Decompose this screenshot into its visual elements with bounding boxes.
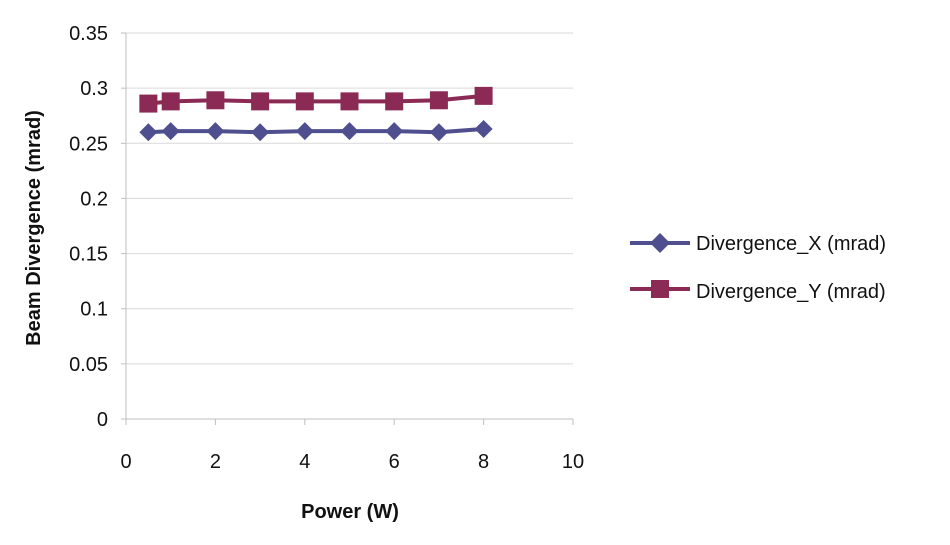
data-point-diamond	[429, 123, 448, 142]
y-tick-label: 0.1	[80, 299, 108, 321]
x-tick-label: 0	[120, 451, 131, 473]
data-point-square	[206, 91, 225, 110]
data-point-diamond	[206, 122, 225, 141]
y-axis-title: Beam Divergence (mrad)	[23, 110, 45, 346]
series-divergence-x	[139, 119, 493, 142]
y-tick-labels: 0 0.05 0.1 0.15 0.2 0.25 0.3 0.35	[69, 23, 108, 431]
legend-marker-square	[651, 280, 669, 298]
axes	[121, 32, 574, 425]
legend-label-divergence-y: Divergence_Y (mrad)	[696, 281, 886, 303]
data-point-square	[429, 91, 448, 110]
y-tick-label: 0.05	[69, 354, 108, 376]
data-point-diamond	[161, 122, 180, 141]
y-tick-label: 0.3	[80, 78, 108, 100]
x-tick-label: 6	[389, 451, 400, 473]
gridlines	[126, 32, 573, 365]
y-tick-label: 0.25	[69, 133, 108, 155]
y-tick-label: 0.35	[69, 23, 108, 45]
data-point-square	[139, 94, 158, 113]
data-point-square	[340, 92, 359, 111]
legend-marker-diamond	[650, 233, 670, 253]
data-point-diamond	[295, 122, 314, 141]
series-divergence-y	[139, 86, 493, 113]
y-tick-label: 0.15	[69, 244, 108, 266]
x-tick-label: 2	[210, 451, 221, 473]
y-tick-label: 0.2	[80, 188, 108, 210]
data-point-square	[161, 92, 180, 111]
x-tick-label: 4	[299, 451, 310, 473]
data-point-diamond	[385, 122, 404, 141]
data-point-diamond	[139, 123, 158, 142]
legend: Divergence_X (mrad) Divergence_Y (mrad)	[630, 233, 886, 303]
x-tick-labels: 0 2 4 6 8 10	[120, 451, 584, 473]
data-point-square	[385, 92, 404, 111]
data-point-square	[251, 92, 270, 111]
x-axis-title: Power (W)	[301, 501, 399, 523]
y-tick-label: 0	[97, 409, 108, 431]
data-point-diamond	[474, 119, 493, 138]
legend-item-y: Divergence_Y (mrad)	[630, 280, 886, 303]
data-point-diamond	[251, 123, 270, 142]
data-point-diamond	[340, 122, 359, 141]
x-tick-label: 8	[478, 451, 489, 473]
legend-item-x: Divergence_X (mrad)	[630, 233, 886, 255]
x-tick-label: 10	[562, 451, 584, 473]
series-layer	[139, 86, 493, 142]
data-point-square	[295, 92, 314, 111]
data-point-square	[474, 86, 493, 105]
legend-label-divergence-x: Divergence_X (mrad)	[696, 233, 886, 255]
